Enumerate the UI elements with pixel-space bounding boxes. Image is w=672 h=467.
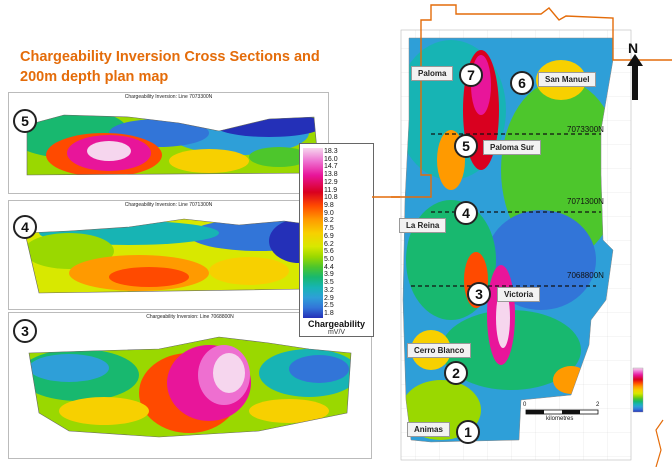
page-title: Chargeability Inversion Cross Sections a… <box>20 47 320 87</box>
legend-value: 7.5 <box>324 225 334 233</box>
section-number-badge: 4 <box>13 215 37 239</box>
prospect-label: Animas <box>407 422 450 437</box>
section-number-badge: 3 <box>13 319 37 343</box>
plan-map-image <box>391 4 672 467</box>
prospect-number: 6 <box>510 71 534 95</box>
cross-section-4: Chargeability Inversion: Line 7071300N 4 <box>8 200 329 310</box>
legend-value: 2.9 <box>324 294 334 302</box>
cross-section-title: Chargeability Inversion: Line 7068800N <box>146 314 234 320</box>
chargeability-legend: 18.3 16.0 14.7 13.8 12.9 11.9 10.8 9.8 9.0 8.2 7.5… <box>299 143 374 337</box>
section-line-label: 7073300N <box>567 125 604 134</box>
scale-start-label: 0 <box>523 402 527 408</box>
legend-title: Chargeability <box>307 319 365 329</box>
prospect-number: 3 <box>467 282 491 306</box>
prospect-label: San Manuel <box>538 72 597 87</box>
legend-value: 3.5 <box>324 279 334 287</box>
legend-value: 14.7 <box>324 163 338 171</box>
legend-value: 9.8 <box>324 202 334 209</box>
title-line-1: Chargeability Inversion Cross Sections a… <box>20 49 320 65</box>
legend-value: 5.6 <box>324 248 334 256</box>
prospect-label: Cerro Blanco <box>407 343 472 358</box>
legend-value: 12.9 <box>324 178 338 186</box>
legend-value: 16.0 <box>324 155 338 163</box>
legend-value: 2.5 <box>324 302 334 310</box>
cross-section-plot <box>28 336 352 438</box>
cross-section-plot <box>26 114 320 176</box>
prospect-number: 1 <box>456 420 480 444</box>
title-line-2: 200m depth plan map <box>20 69 169 85</box>
legend-value: 6.2 <box>324 240 334 248</box>
north-arrow-label: N <box>628 40 639 56</box>
prospect-label: Paloma Sur <box>483 140 542 155</box>
prospect-label: Victoria <box>497 287 541 302</box>
legend-color-ramp <box>303 148 323 318</box>
section-line-label: 7068800N <box>567 271 604 280</box>
prospect-number: 4 <box>454 201 478 225</box>
prospect-label: Paloma <box>411 66 454 81</box>
scale-unit-label: kilometres <box>546 416 574 422</box>
legend-value: 11.9 <box>324 186 338 194</box>
cross-section-title: Chargeability Inversion: Line 7073300N <box>124 94 213 100</box>
section-number-badge: 5 <box>13 109 37 133</box>
legend-value: 18.3 <box>324 148 338 155</box>
legend-value: 8.2 <box>324 217 334 225</box>
legend-value: 3.2 <box>324 286 334 294</box>
section-line-label: 7071300N <box>567 197 604 206</box>
cross-section-plot <box>24 218 315 294</box>
legend-value: 1.8 <box>324 310 334 317</box>
legend-value: 10.8 <box>324 194 338 202</box>
cross-section-5: Chargeability Inversion: Line 7073300N 5 <box>8 92 329 194</box>
prospect-label: La Reina <box>399 218 447 233</box>
legend-unit: mV/V <box>327 329 346 336</box>
cross-section-title: Chargeability Inversion: Line 7071300N <box>124 202 213 208</box>
legend-value: 4.4 <box>324 263 334 271</box>
legend-value: 3.9 <box>324 271 334 279</box>
prospect-number: 5 <box>454 134 478 158</box>
scale-end-label: 2 <box>596 402 600 408</box>
prospect-number: 7 <box>459 63 483 87</box>
legend-value: 13.8 <box>324 171 338 179</box>
legend-value: 9.0 <box>324 209 334 217</box>
prospect-number: 2 <box>444 361 468 385</box>
legend-value: 6.9 <box>324 232 334 240</box>
plan-map: N Paloma 7 6 San Manuel 5 Paloma Sur 707… <box>391 0 672 467</box>
legend-value: 5.0 <box>324 256 334 263</box>
